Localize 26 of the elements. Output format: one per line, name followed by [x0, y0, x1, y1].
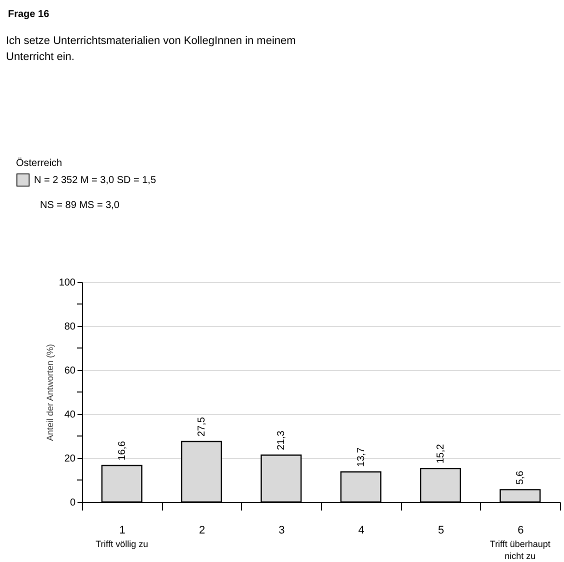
y-axis-title: Anteil der Antworten (%) [44, 344, 55, 442]
data-label: 21,3 [276, 430, 288, 450]
legend-label: N = 2 352 M = 3,0 SD = 1,5 [34, 175, 156, 186]
text: Trifft überhaupt nicht zu [490, 539, 551, 561]
x-tick-label: 5 [438, 524, 444, 536]
y-tick-label: 60 [64, 366, 76, 376]
data-label: 15,2 [436, 444, 446, 464]
x-tick-label: 4 [358, 524, 364, 536]
legend-title: Österreich [16, 157, 62, 169]
x-tick-label: 1 [119, 524, 126, 536]
text: Trifft völlig zu [96, 539, 148, 549]
y-tick-label: 100 [58, 278, 76, 288]
y-tick-label: 0 [70, 498, 76, 508]
x-tick-label: 2 [198, 524, 206, 536]
data-label: 27,5 [196, 416, 208, 436]
x-tick-label: 6 [518, 524, 524, 536]
y-tick-label: 80 [64, 322, 76, 332]
chart-title: Frage 16 [8, 9, 50, 20]
y-tick-label: 40 [64, 410, 76, 420]
data-label: 16,6 [116, 440, 128, 460]
text: NS = 89 MS = 3,0 [40, 200, 120, 211]
data-label: 5,6 [515, 470, 526, 485]
y-tick-label: 20 [64, 454, 76, 464]
chart-subtitle: Ich setze Unterrichtsmaterialien von KollegInnen in meinem Unterricht ein. [6, 35, 296, 63]
x-tick-label: 3 [278, 524, 285, 536]
data-label: 13,7 [356, 446, 367, 467]
